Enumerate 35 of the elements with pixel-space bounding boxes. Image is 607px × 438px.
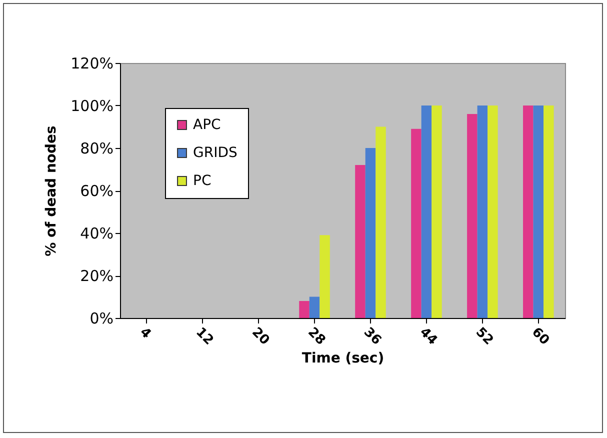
bar [376,126,386,318]
x-tick-label: 12 [192,324,216,348]
x-tick-label: 4 [136,324,154,342]
x-tick-label: 20 [248,324,272,348]
x-tick-label: 28 [304,324,328,348]
x-axis-title: Time (sec) [302,350,384,366]
bar [411,128,422,318]
y-tick-label: 120% [70,54,114,72]
y-tick-label: 40% [80,224,114,242]
bar [421,106,432,318]
bar [523,106,534,318]
legend-label: PC [193,173,212,189]
x-tick-label: 60 [528,324,552,348]
y-tick-label: 60% [80,182,114,200]
bar [309,296,320,318]
x-tick-label: 44 [416,324,440,348]
y-axis-title: % of dead nodes [44,126,60,256]
bar [320,235,330,318]
y-tick-label: 0% [90,310,114,328]
y-tick-label: 20% [80,267,114,285]
bar [299,301,310,318]
bar [477,106,488,318]
y-tick-label: 100% [70,97,114,115]
bar [467,114,478,318]
x-tick-label: 52 [472,324,496,348]
y-tick-label: 80% [80,140,114,158]
bar [488,106,498,318]
bar [432,106,442,318]
bar [355,165,366,318]
bar [533,106,544,318]
legend-label: GRIDS [193,145,238,161]
x-tick-label: 36 [360,324,384,348]
legend-label: APC [193,117,222,133]
bar [544,106,554,318]
bar [365,148,376,318]
